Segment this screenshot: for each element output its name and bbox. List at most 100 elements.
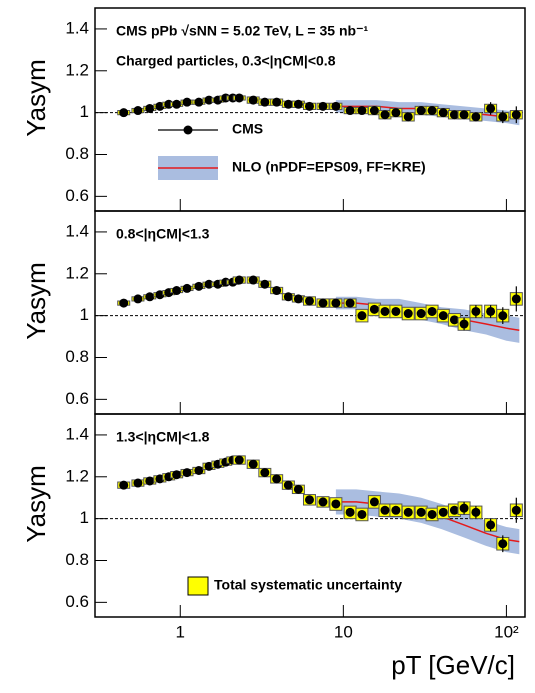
data-point: [427, 509, 437, 519]
data-point: [182, 97, 192, 107]
data-point: [133, 478, 143, 488]
y-tick-label: 0.8: [65, 144, 89, 163]
y-tick-label: 1: [80, 508, 89, 527]
panel-frame: [94, 413, 526, 618]
legend-label: NLO (nPDF=EPS09, FF=KRE): [232, 159, 426, 175]
y-tick-label: 1.2: [65, 263, 89, 282]
data-point: [369, 497, 379, 507]
y-tick-label: 1: [80, 102, 89, 121]
data-point: [416, 507, 426, 517]
data-point: [283, 99, 293, 109]
legend-marker: [183, 125, 193, 135]
data-point: [272, 474, 282, 484]
x-tick-label: 10²: [494, 622, 519, 641]
data-point: [145, 292, 155, 302]
data-point: [234, 275, 244, 285]
annotation: CMS pPb √sNN = 5.02 TeV, L = 35 nb⁻¹: [116, 23, 368, 39]
data-point: [449, 110, 459, 120]
data-point: [283, 480, 293, 490]
data-point: [234, 455, 244, 465]
data-point: [204, 461, 214, 471]
data-point: [438, 108, 448, 118]
data-point: [416, 106, 426, 116]
annotation: Charged particles, 0.3<|ηCM|<0.8: [116, 53, 336, 69]
data-point: [133, 294, 143, 304]
data-point: [182, 468, 192, 478]
data-point: [427, 106, 437, 116]
data-point: [369, 106, 379, 116]
data-point: [133, 106, 143, 116]
data-point: [260, 279, 270, 289]
data-point: [380, 505, 390, 515]
y-axis-label: Yasym: [21, 465, 51, 543]
data-point: [293, 294, 303, 304]
y-tick-label: 0.8: [65, 347, 89, 366]
data-point: [511, 110, 521, 120]
y-tick-label: 1.4: [65, 221, 89, 240]
data-point: [498, 311, 508, 321]
y-tick-label: 0.8: [65, 550, 89, 569]
data-point: [293, 484, 303, 494]
data-point: [304, 101, 314, 111]
data-point: [155, 101, 165, 111]
data-point: [486, 103, 496, 113]
data-point: [357, 106, 367, 116]
data-point: [260, 97, 270, 107]
data-point: [471, 507, 481, 517]
data-point: [449, 315, 459, 325]
data-point: [357, 311, 367, 321]
data-point: [391, 108, 401, 118]
annotation: 1.3<|ηCM|<1.8: [116, 429, 210, 445]
legend-label: CMS: [232, 121, 263, 137]
data-point: [318, 497, 328, 507]
data-point: [272, 286, 282, 296]
data-point: [119, 298, 129, 308]
data-point: [145, 476, 155, 486]
data-point: [438, 311, 448, 321]
data-point: [449, 505, 459, 515]
data-point: [380, 110, 390, 120]
data-point: [204, 279, 214, 289]
y-tick-label: 0.6: [65, 389, 89, 408]
x-axis-label: pT [GeV/c]: [391, 650, 515, 680]
data-point: [345, 298, 355, 308]
y-tick-label: 0.6: [65, 592, 89, 611]
data-point: [194, 466, 204, 476]
data-point: [511, 505, 521, 515]
data-point: [427, 306, 437, 316]
data-point: [357, 509, 367, 519]
y-tick-label: 1.2: [65, 60, 89, 79]
data-point: [272, 97, 282, 107]
data-point: [391, 306, 401, 316]
data-point: [459, 503, 469, 513]
data-point: [260, 468, 270, 478]
data-point: [293, 99, 303, 109]
data-point: [403, 309, 413, 319]
y-tick-label: 1.4: [65, 18, 89, 37]
data-point: [182, 283, 192, 293]
data-point: [119, 480, 129, 490]
data-point: [318, 298, 328, 308]
y-tick-label: 0.6: [65, 186, 89, 205]
data-point: [498, 112, 508, 122]
y-axis-label: Yasym: [21, 262, 51, 340]
legend-syst-box: [187, 576, 209, 596]
data-point: [172, 286, 182, 296]
data-point: [194, 97, 204, 107]
data-point: [345, 106, 355, 116]
data-point: [331, 499, 341, 509]
data-point: [318, 101, 328, 111]
annotation: 0.8<|ηCM|<1.3: [116, 226, 210, 242]
data-point: [304, 296, 314, 306]
data-point: [471, 306, 481, 316]
data-point: [498, 539, 508, 549]
data-point: [486, 520, 496, 530]
data-point: [511, 294, 521, 304]
data-point: [369, 304, 379, 314]
legend-label: Total systematic uncertainty: [214, 577, 402, 593]
data-point: [459, 319, 469, 329]
data-point: [380, 306, 390, 316]
data-point: [119, 108, 129, 118]
data-point: [283, 292, 293, 302]
